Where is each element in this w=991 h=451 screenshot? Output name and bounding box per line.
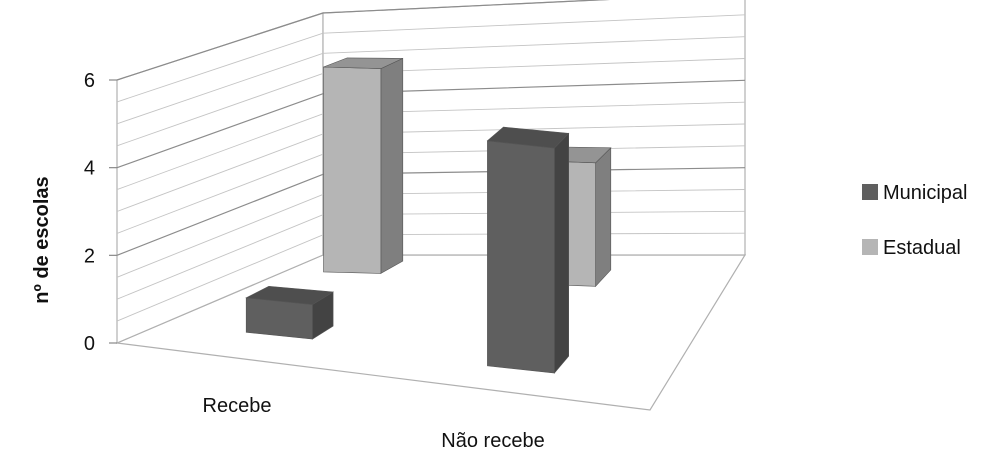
y-tick-label: 6	[84, 70, 95, 92]
gridline	[116, 58, 746, 147]
bar-top-face	[323, 57, 403, 69]
gridline	[116, 101, 746, 191]
y-tick-label: 2	[84, 245, 95, 267]
legend-swatch-municipal	[862, 184, 878, 200]
bar-side-face	[595, 147, 612, 288]
bar-side-face	[380, 57, 404, 274]
bar-front-face	[323, 66, 382, 274]
bars	[245, 57, 612, 374]
legend-swatch-estadual	[862, 239, 878, 255]
y-axis-ticks: 0 2 4 6	[84, 70, 117, 355]
gridline	[116, 14, 746, 103]
gridline	[116, 0, 610, 81]
x-axis-categories: Recebe Não recebe	[203, 395, 545, 451]
category-label: Recebe	[203, 395, 272, 417]
bar-top-face	[245, 285, 335, 305]
legend-label: Estadual	[883, 237, 961, 259]
legend: Municipal Estadual	[862, 182, 967, 259]
bar-top-face	[486, 126, 570, 149]
gridline	[116, 36, 746, 125]
bar-municipal-1	[486, 126, 570, 374]
bar-front-face	[487, 140, 555, 374]
legend-label: Municipal	[883, 182, 967, 204]
category-label: Não recebe	[441, 430, 544, 451]
y-tick-label: 0	[84, 333, 95, 355]
bar-estadual-0	[323, 57, 404, 274]
gridline	[116, 123, 746, 212]
bar-front-face	[245, 297, 313, 340]
y-tick-label: 4	[84, 158, 95, 180]
bar-side-face	[554, 132, 570, 374]
gridline	[116, 79, 746, 169]
y-axis-label: nº de escolas	[31, 176, 53, 303]
bar-municipal-0	[245, 285, 335, 340]
